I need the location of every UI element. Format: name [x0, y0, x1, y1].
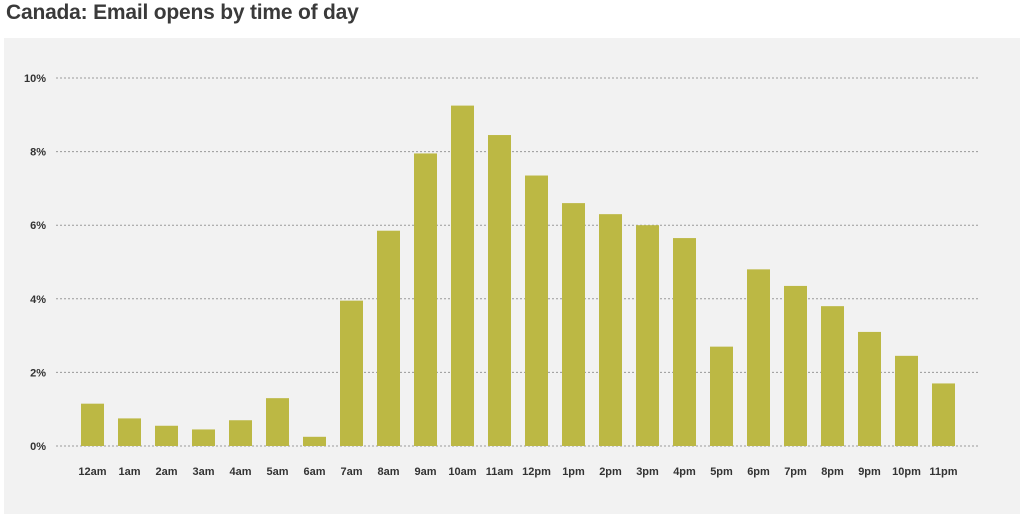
bar-7pm: [784, 285, 807, 446]
x-tick-label: 3am: [192, 466, 214, 478]
x-tick-label: 2am: [155, 466, 177, 478]
x-tick-label: 10am: [448, 466, 476, 478]
x-tick-label: 1pm: [562, 466, 585, 478]
x-tick-label: 12am: [78, 466, 106, 478]
x-tick-label: 4am: [229, 466, 251, 478]
chart-title: Canada: Email opens by time of day: [6, 1, 359, 24]
bar-11pm: [932, 383, 955, 446]
x-tick-label: 5pm: [710, 466, 733, 478]
bar-12am: [81, 403, 104, 446]
x-tick-label: 5am: [266, 466, 288, 478]
x-tick-label: 10pm: [892, 466, 921, 478]
x-tick-label: 2pm: [599, 466, 622, 478]
x-tick-label: 8pm: [821, 466, 844, 478]
bar-6am: [303, 436, 326, 446]
bar-8am: [377, 230, 400, 446]
x-tick-label: 6am: [303, 466, 325, 478]
bar-1pm: [562, 203, 585, 446]
x-tick-label: 7pm: [784, 466, 807, 478]
y-tick-label: 2%: [30, 367, 46, 379]
y-tick-label: 0%: [30, 441, 46, 453]
x-tick-label: 6pm: [747, 466, 770, 478]
x-tick-label: 12pm: [522, 466, 551, 478]
bar-10am: [451, 105, 474, 446]
y-tick-label: 8%: [30, 147, 46, 159]
x-tick-label: 9am: [414, 466, 436, 478]
bar-2pm: [599, 214, 622, 446]
x-tick-label: 11pm: [929, 466, 957, 478]
bar-10pm: [895, 355, 918, 446]
x-tick-label: 8am: [377, 466, 399, 478]
bar-8pm: [821, 306, 844, 446]
bar-1am: [118, 418, 141, 446]
bar-4am: [229, 420, 252, 446]
bar-9pm: [858, 331, 881, 446]
bar-2am: [155, 425, 178, 446]
bar-5am: [266, 398, 289, 446]
bar-3pm: [636, 225, 659, 446]
bar-3am: [192, 429, 215, 446]
x-tick-label: 9pm: [858, 466, 881, 478]
bar-4pm: [673, 238, 696, 446]
bar-5pm: [710, 346, 733, 446]
bar-7am: [340, 300, 363, 446]
x-tick-label: 4pm: [673, 466, 696, 478]
bar-11am: [488, 135, 511, 447]
y-tick-label: 4%: [30, 294, 46, 306]
bar-6pm: [747, 269, 770, 446]
x-tick-label: 7am: [340, 466, 362, 478]
x-tick-label: 3pm: [636, 466, 659, 478]
y-tick-label: 6%: [30, 220, 46, 232]
bar-12pm: [525, 175, 548, 446]
x-tick-label: 1am: [118, 466, 140, 478]
y-tick-label: 10%: [24, 73, 46, 85]
x-tick-label: 11am: [486, 466, 514, 478]
bar-9am: [414, 153, 437, 446]
